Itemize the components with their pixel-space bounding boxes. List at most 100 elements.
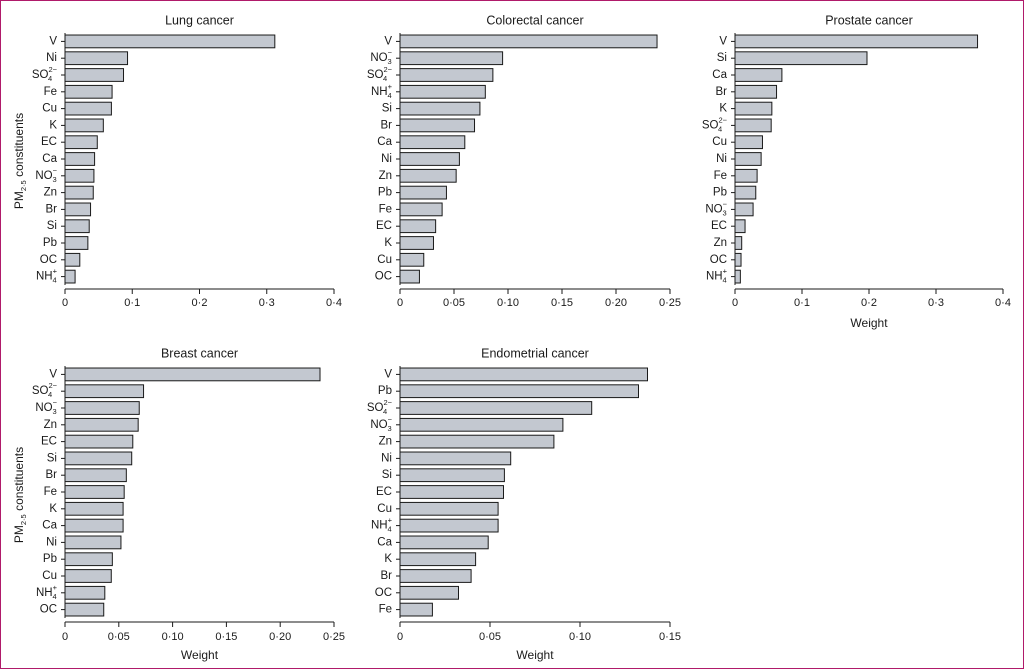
bar-6: [64, 468, 127, 483]
category-label: OC: [40, 604, 57, 616]
bar-2: [399, 68, 494, 82]
bar-11: [399, 219, 437, 234]
bar-2: [64, 68, 125, 82]
bar-6: [734, 135, 763, 150]
bar-1: [734, 51, 868, 66]
x-tick-label: 0·3: [928, 297, 944, 309]
y-axis-label: PM2·5 constituents: [12, 447, 28, 543]
x-tick-label: 0·15: [215, 631, 237, 643]
bar-14: [734, 269, 741, 284]
chart-title: Colorectal cancer: [486, 13, 583, 27]
bar-14: [64, 269, 76, 284]
bar-7: [64, 152, 96, 166]
chart-title: Breast cancer: [161, 346, 238, 360]
bar-7: [399, 152, 460, 166]
bar-4: [64, 434, 134, 449]
bar-2: [64, 401, 140, 415]
x-tick-label: 0: [397, 297, 403, 309]
bar-3: [399, 84, 486, 99]
bar-6: [64, 135, 98, 150]
category-label: Fe: [44, 86, 57, 98]
x-tick-label: 0·10: [569, 631, 591, 643]
bar-3: [64, 417, 139, 432]
category-label: Si: [47, 220, 57, 232]
category-label: Pb: [713, 187, 727, 199]
bar-13: [64, 252, 81, 267]
bar-5: [64, 118, 104, 133]
category-label: Ca: [377, 536, 392, 548]
bar-12: [64, 569, 112, 583]
category-label: OC: [375, 271, 392, 283]
bar-9: [734, 185, 757, 200]
bar-11: [734, 219, 746, 234]
x-tick-label: 0: [397, 631, 403, 643]
bar-1: [399, 51, 504, 66]
category-label: Ca: [42, 153, 57, 165]
category-label: V: [384, 35, 392, 47]
x-axis-label: Weight: [181, 648, 219, 662]
category-label: Ni: [46, 536, 57, 548]
chart-title: Prostate cancer: [825, 13, 913, 27]
category-label: Zn: [44, 187, 57, 199]
x-axis-label: Weight: [516, 648, 554, 662]
x-tick-label: 0·20: [605, 297, 627, 309]
category-label: V: [49, 35, 57, 47]
bar-10: [64, 202, 92, 217]
bar-10: [64, 535, 122, 550]
bar-10: [399, 202, 443, 217]
category-label: Fe: [714, 170, 727, 182]
category-label: Pb: [378, 385, 392, 397]
x-axis-label: Weight: [850, 316, 888, 330]
category-label: Fe: [379, 203, 392, 215]
category-label: Ca: [377, 136, 392, 148]
category-label: EC: [376, 220, 392, 232]
bar-5: [399, 451, 512, 466]
bar-14: [64, 602, 105, 617]
category-label: Si: [717, 52, 727, 64]
category-label: Ni: [716, 153, 727, 165]
category-label: Si: [382, 103, 392, 115]
category-label: EC: [41, 136, 57, 148]
bar-4: [399, 434, 555, 449]
category-label: Cu: [42, 103, 57, 115]
bar-2: [399, 401, 593, 415]
category-label: Cu: [712, 136, 727, 148]
x-tick-label: 0·25: [659, 297, 681, 309]
bar-9: [399, 518, 499, 533]
bar-5: [734, 118, 772, 133]
bar-5: [64, 451, 133, 466]
bar-13: [399, 252, 425, 267]
bar-8: [64, 168, 95, 183]
bar-1: [64, 51, 129, 66]
x-tick-label: 0·2: [192, 297, 208, 309]
bar-11: [64, 552, 113, 567]
bar-12: [64, 236, 89, 250]
category-label: Pb: [43, 553, 57, 565]
category-label: Fe: [44, 486, 57, 498]
category-label: Br: [46, 469, 58, 481]
category-label: Zn: [379, 436, 392, 448]
bar-13: [734, 252, 742, 267]
bar-2: [734, 68, 783, 82]
category-label: NO− 3: [35, 166, 57, 184]
category-label: NO− 3: [35, 398, 57, 416]
x-tick-label: 0·1: [794, 297, 810, 309]
category-label: Cu: [377, 503, 392, 515]
category-label: NO− 3: [370, 415, 392, 433]
category-label: K: [384, 237, 392, 249]
category-label: SO2− 4: [32, 65, 58, 83]
category-label: OC: [375, 587, 392, 599]
y-axis-label: PM2·5 constituents: [12, 113, 28, 209]
category-label: SO2− 4: [32, 381, 58, 399]
category-label: V: [384, 368, 392, 380]
bar-5: [399, 118, 476, 133]
x-tick-label: 0·10: [497, 297, 519, 309]
bar-6: [399, 468, 505, 483]
category-label: NH+ 4: [36, 267, 58, 285]
x-tick-label: 0·2: [861, 297, 877, 309]
